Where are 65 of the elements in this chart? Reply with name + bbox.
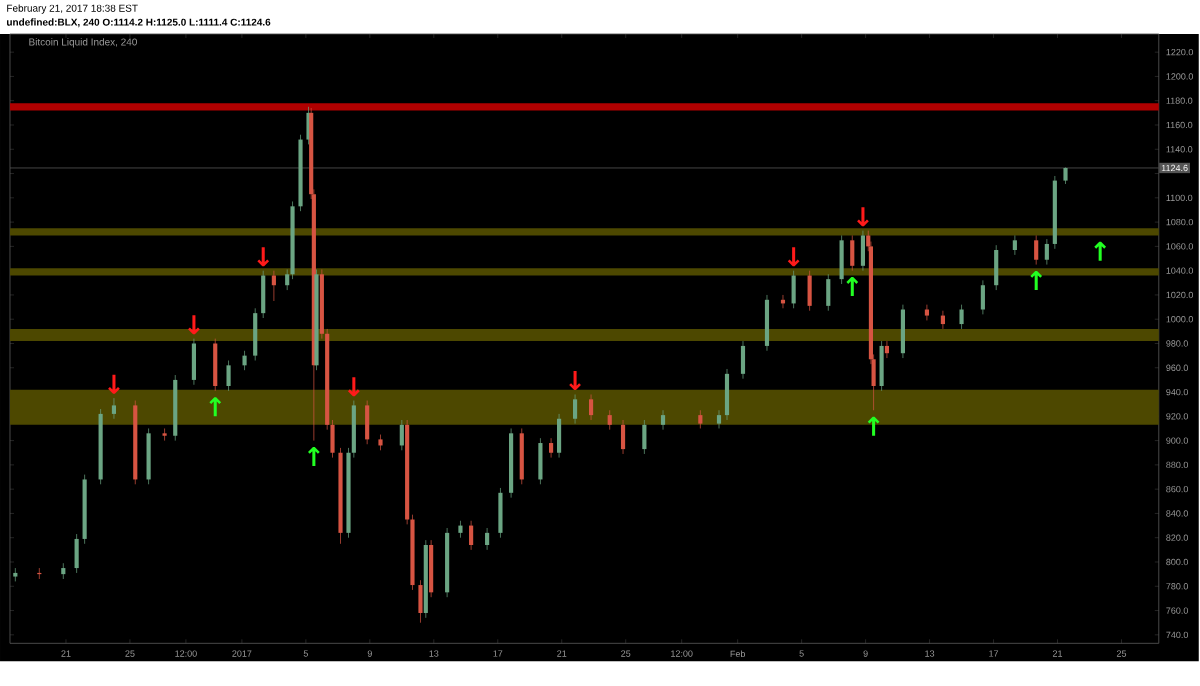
candlestick <box>860 230 866 272</box>
candlestick <box>698 410 703 430</box>
annotation: ↓ <box>257 247 270 267</box>
candlestick <box>724 368 730 421</box>
annotation: ↑ <box>846 277 859 297</box>
candlestick <box>980 280 985 316</box>
annotation: ↑ <box>209 397 222 417</box>
candlestick <box>418 580 423 624</box>
candlestick <box>498 487 503 539</box>
candlestick <box>607 410 612 431</box>
candlestick <box>485 528 490 551</box>
annotation: ↓ <box>569 371 581 391</box>
candlestick <box>74 534 79 574</box>
candlestick <box>61 563 66 580</box>
candlestick <box>469 520 474 551</box>
candlestick <box>924 304 929 322</box>
candlestick <box>1034 235 1039 266</box>
candlestick <box>226 360 231 392</box>
candlestick <box>620 419 626 455</box>
candlestick <box>549 438 554 459</box>
candlestick <box>519 428 524 485</box>
candlestick <box>884 341 889 359</box>
candlestick <box>1012 235 1017 256</box>
candlestick <box>660 410 666 431</box>
candlestick <box>900 304 905 359</box>
candlestick <box>826 274 831 312</box>
candlestick <box>557 413 562 459</box>
candlestick <box>588 394 594 421</box>
candlestick <box>839 235 844 285</box>
candlestick <box>879 341 884 392</box>
candlestick <box>791 270 796 309</box>
candlestick <box>242 350 247 371</box>
candlestick <box>429 540 434 598</box>
candlestick <box>111 398 117 420</box>
candlestick <box>572 394 578 425</box>
candlestick <box>764 294 770 352</box>
candlestick <box>271 270 276 302</box>
annotation: ↓ <box>787 247 800 267</box>
candlestick <box>994 245 999 291</box>
candlestick <box>807 270 812 312</box>
candlestick <box>740 341 746 380</box>
candlestick <box>365 400 370 445</box>
candlestick <box>940 310 945 330</box>
annotation: ↓ <box>188 315 200 335</box>
candlestick <box>538 438 543 485</box>
annotation: ↑ <box>867 417 880 437</box>
candlestick <box>191 338 196 386</box>
annotation: ↑ <box>1030 271 1043 291</box>
candlestick <box>959 304 964 330</box>
candlestick <box>146 428 151 485</box>
annotation: ↑ <box>307 447 320 467</box>
candlestick <box>13 568 18 583</box>
candlestick <box>213 338 218 392</box>
annotation: ↓ <box>857 207 869 227</box>
candlestick <box>162 428 167 442</box>
candlestick <box>261 270 266 319</box>
candlestick <box>253 308 258 362</box>
annotation: ↓ <box>108 375 120 395</box>
candlestick <box>1044 239 1049 266</box>
candlestick <box>850 235 855 272</box>
annotation: ↓ <box>347 377 360 397</box>
candlestick <box>642 419 647 455</box>
annotation: ↑ <box>1094 242 1107 262</box>
candlestick <box>399 419 404 452</box>
candlestick <box>716 410 722 430</box>
